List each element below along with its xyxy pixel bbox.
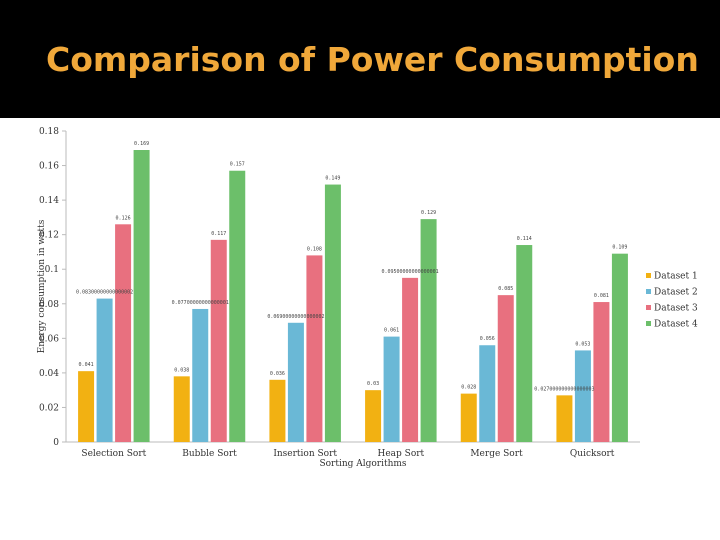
y-tick-label: 0 [53, 438, 59, 448]
bar [306, 255, 323, 442]
y-tick-label: 0.02 [39, 403, 59, 413]
data-label: 0.085 [498, 286, 513, 292]
data-label: 0.041 [79, 362, 94, 368]
x-axis-title: Sorting Algorithms [319, 459, 406, 469]
bar [133, 150, 150, 442]
bar [420, 219, 437, 442]
bar [78, 371, 95, 442]
bar [324, 184, 341, 443]
bar [611, 253, 628, 442]
bar [269, 379, 286, 442]
data-label: 0.028 [461, 385, 476, 391]
bar [479, 345, 496, 442]
y-tick-label: 0.18 [39, 127, 59, 137]
data-label: 0.09500000000000001 [381, 269, 438, 275]
bar [365, 390, 382, 442]
data-label: 0.126 [116, 215, 131, 221]
x-axis-ticks: Selection Sort Bubble Sort Insertion Sort H… [81, 449, 614, 459]
legend-swatch [646, 321, 651, 326]
legend: Dataset 1 Dataset 2 Dataset 3 Dataset 4 [646, 272, 698, 330]
y-tick-label: 0.16 [39, 162, 59, 172]
data-label: 0.08300000000000002 [76, 290, 133, 296]
data-label: 0.056 [480, 336, 495, 342]
y-tick-label: 0.12 [39, 231, 59, 241]
bar [516, 245, 533, 442]
y-tick-label: 0.06 [39, 334, 59, 344]
bar [115, 224, 132, 442]
data-label: 0.114 [517, 236, 532, 242]
y-tick-label: 0.14 [39, 196, 59, 206]
data-label: 0.061 [384, 328, 399, 334]
y-axis-ticks: 0 0.02 0.04 0.06 0.08 0.1 0.12 0.14 0.16 0.18 [39, 127, 66, 448]
data-label: 0.169 [134, 141, 149, 147]
x-tick-label: Heap Sort [377, 449, 424, 459]
data-label: 0.109 [612, 245, 627, 251]
bar [593, 302, 610, 442]
data-label: 0.03 [367, 381, 379, 387]
data-label: 0.108 [307, 246, 322, 252]
data-label: 0.06900000000000002 [267, 314, 324, 320]
x-tick-label: Bubble Sort [182, 449, 237, 459]
data-label: 0.129 [421, 210, 436, 216]
data-label: 0.07700000000000001 [172, 300, 229, 306]
bar [497, 295, 514, 442]
bar [402, 277, 419, 442]
bar [96, 298, 113, 442]
data-label: 0.053 [575, 341, 590, 347]
bar [192, 308, 209, 442]
y-tick-label: 0.1 [45, 265, 59, 275]
bar [383, 336, 400, 442]
bar [229, 170, 246, 442]
y-axis-title: Energy consumption in watts [37, 219, 47, 353]
x-tick-label: Quicksort [570, 449, 615, 459]
data-labels: 0.041 0.08300000000000002 0.126 0.169 0.038 0… [76, 141, 627, 392]
legend-swatch [646, 273, 651, 278]
bar [210, 239, 227, 442]
data-label: 0.036 [270, 371, 285, 377]
data-label: 0.081 [594, 293, 609, 299]
bars [78, 150, 628, 443]
bar [574, 350, 591, 442]
bar [287, 322, 304, 442]
y-tick-label: 0.08 [39, 300, 59, 310]
title-band [0, 0, 720, 118]
data-label: 0.157 [230, 162, 245, 168]
data-label: 0.038 [174, 367, 189, 373]
data-label: 0.149 [325, 176, 340, 182]
data-label: 0.027000000000000003 [534, 386, 594, 392]
bar [460, 393, 477, 442]
data-label: 0.117 [211, 231, 226, 237]
bar [173, 376, 190, 442]
legend-entry: Dataset 4 [654, 320, 698, 330]
legend-entry: Dataset 3 [654, 304, 698, 314]
x-tick-label: Insertion Sort [273, 449, 337, 459]
legend-entry: Dataset 1 [654, 272, 698, 282]
bar [556, 395, 573, 442]
slide-title: Comparison of Power Consumption [46, 40, 699, 79]
legend-swatch [646, 289, 651, 294]
x-tick-label: Merge Sort [470, 449, 523, 459]
y-tick-label: 0.04 [39, 369, 59, 379]
x-tick-label: Selection Sort [81, 449, 146, 459]
legend-swatch [646, 305, 651, 310]
legend-entry: Dataset 2 [654, 288, 698, 298]
